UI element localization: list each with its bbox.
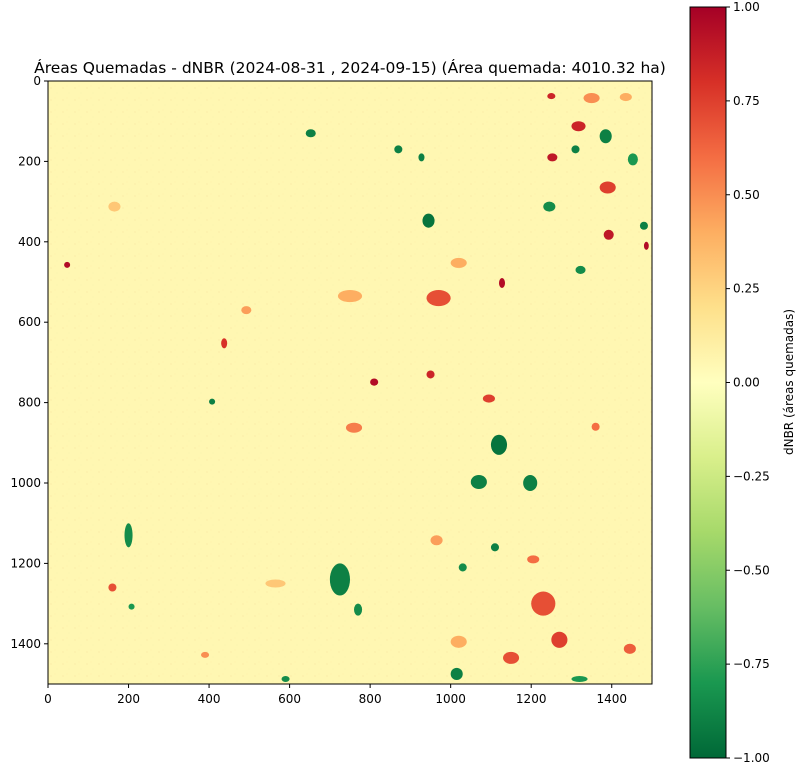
y-tick-label: 400 [18,235,41,249]
heatmap-patch [108,583,117,592]
heatmap-patch [575,265,586,274]
heatmap-texture [48,81,652,684]
x-tick-label: 800 [359,692,382,706]
heatmap-patch [458,563,467,572]
x-axis: 0 200 400 600 800 1000 1200 1400 [44,684,627,706]
heatmap-patch [450,667,463,680]
heatmap-patch [482,394,495,403]
colorbar-tick-label: 0.00 [733,376,760,390]
heatmap-patch [503,651,520,664]
heatmap-patch [128,603,135,610]
heatmap-patch [547,93,556,100]
colorbar: 1.00 0.75 0.50 0.25 0.00 −0.25 −0.50 −0.75 −1.00… [689,0,796,765]
heatmap-patch [281,675,290,682]
y-tick-label: 1400 [10,637,41,651]
heatmap-patch [470,474,487,490]
heatmap-patch [498,277,506,289]
colorbar-tick-label: 0.50 [733,188,760,202]
heatmap-patch [639,221,648,230]
heatmap-patch [221,338,228,349]
heatmap-patch [619,93,632,102]
heatmap-patch [571,675,588,682]
heatmap-patch [543,201,556,212]
heatmap-patch [490,434,508,455]
heatmap-patch [337,290,363,303]
colorbar-tick-label: −0.25 [733,469,770,483]
colorbar-tick-label: 0.25 [733,282,760,296]
heatmap-patch [450,635,467,648]
colorbar-tick-label: 0.75 [733,94,760,108]
heatmap-patch [305,129,316,138]
heatmap-patch [108,201,121,212]
y-tick-label: 1000 [10,476,41,490]
heatmap-patch [426,290,451,307]
heatmap-patch [354,603,363,616]
y-tick-label: 800 [18,396,41,410]
colorbar-tick-label: −0.50 [733,563,770,577]
x-tick-label: 600 [278,692,301,706]
x-tick-label: 400 [198,692,221,706]
plot-frame [47,80,653,685]
heatmap-patch [627,153,638,166]
heatmap-patch [201,651,210,658]
x-tick-label: 1000 [435,692,466,706]
colorbar-tick-label: 1.00 [733,0,760,14]
heatmap-patch [523,474,538,492]
heatmap-patch [345,422,363,433]
heatmap-patch [426,370,435,379]
x-tick-label: 0 [44,692,52,706]
x-tick-label: 1400 [596,692,627,706]
heatmap-patches [64,93,649,682]
heatmap-patch [394,145,403,154]
heatmap-patch [527,555,540,564]
heatmap-patch [490,543,499,552]
colorbar-tick-label: −0.75 [733,657,770,671]
heatmap-area [48,81,652,684]
heatmap-patch [603,229,614,240]
heatmap-patch [591,422,600,431]
y-tick-label: 0 [33,74,41,88]
heatmap-patch [623,643,636,654]
heatmap-patch [571,121,586,132]
y-tick-label: 600 [18,315,41,329]
heatmap-patch [531,591,556,616]
heatmap-patch [64,261,71,268]
heatmap-patch [329,563,350,596]
colorbar-gradient [689,6,727,759]
heatmap-patch [265,579,286,588]
heatmap-patch [241,306,252,315]
heatmap-patch [370,378,379,386]
heatmap-patch [551,631,568,648]
colorbar-ticks: 1.00 0.75 0.50 0.25 0.00 −0.25 −0.50 −0.75 −1.00 [726,0,770,765]
heatmap-patch [450,257,467,268]
x-tick-label: 1200 [516,692,547,706]
heatmap-patch [643,241,649,250]
y-tick-label: 1200 [10,556,41,570]
heatmap-patch [209,398,216,405]
heatmap-patch [422,213,435,228]
colorbar-label: dNBR (áreas quemadas) [782,309,796,455]
x-tick-label: 200 [117,692,140,706]
heatmap-patch [124,523,133,548]
y-tick-label: 200 [18,154,41,168]
heatmap-patch [599,129,612,144]
y-axis: 0 200 400 600 800 1000 1200 1400 [10,74,48,651]
heatmap-patch [547,153,558,162]
heatmap-patch [599,181,616,194]
heatmap-patch [571,145,580,154]
chart-title: Áreas Quemadas - dNBR (2024-08-31 , 2024… [34,58,666,77]
heatmap-patch [430,535,443,546]
colorbar-tick-label: −1.00 [733,751,770,765]
heatmap-patch [583,93,600,104]
heatmap-patch [418,153,425,162]
